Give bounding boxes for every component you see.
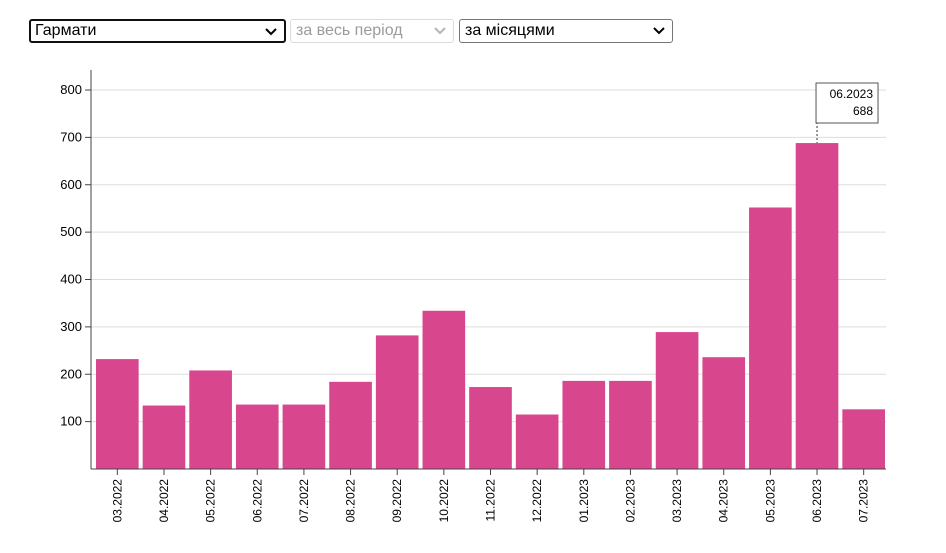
grouping-select[interactable]: за місяцями (459, 19, 673, 43)
y-tick-label: 700 (60, 129, 82, 144)
bar (515, 414, 559, 469)
x-tick-label: 11.2022 (484, 479, 498, 522)
chevron-down-icon (434, 27, 446, 35)
x-tick-label: 08.2022 (344, 479, 358, 523)
x-tick-label: 05.2023 (763, 479, 777, 523)
bar (189, 370, 232, 469)
y-tick-label: 500 (60, 224, 82, 239)
bar (469, 387, 512, 469)
bar (842, 409, 885, 469)
chevron-down-icon (265, 28, 277, 36)
tooltip-box (815, 82, 879, 124)
y-tick-label: 300 (60, 319, 82, 334)
chevron-down-icon (653, 27, 665, 35)
tooltip-label: 06.2023 (830, 87, 874, 101)
tooltip-value: 688 (853, 104, 873, 118)
x-tick-label: 10.2022 (437, 479, 451, 523)
bar (235, 404, 279, 469)
x-axis: 03.2022 04.2022 05.2022 06.2022 07.2022 08.20… (91, 468, 886, 523)
bar (795, 143, 839, 469)
bars (96, 143, 885, 470)
grouping-select-value: за місяцями (465, 22, 555, 39)
bar (329, 381, 372, 469)
category-select[interactable]: Гармати (29, 19, 286, 43)
x-tick-label: 03.2023 (670, 479, 684, 523)
bar (422, 310, 466, 469)
bar (96, 359, 139, 469)
x-tick-label: 09.2022 (390, 479, 404, 523)
x-tick-label: 06.2022 (250, 479, 264, 523)
y-tick-label: 600 (60, 177, 82, 192)
bar (562, 380, 606, 469)
y-tick-label: 100 (60, 414, 82, 429)
category-select-value: Гармати (35, 22, 97, 39)
period-select: за весь період (290, 19, 454, 43)
bar (702, 357, 746, 469)
y-tick-label: 400 (60, 272, 82, 287)
y-axis: 100 200 300 400 500 600 700 800 (60, 70, 92, 469)
x-tick-label: 06.2023 (810, 479, 824, 523)
x-tick-label: 04.2022 (157, 479, 171, 523)
y-tick-label: 200 (60, 366, 82, 381)
bar (655, 332, 699, 469)
x-tick-label: 04.2023 (717, 479, 731, 523)
x-tick-label: 05.2022 (204, 479, 218, 523)
bar (142, 405, 186, 469)
x-tick-label: 07.2023 (857, 479, 871, 523)
x-tick-label: 12.2022 (530, 479, 544, 523)
y-tick-label: 800 (60, 82, 82, 97)
period-select-value: за весь період (296, 22, 403, 39)
bar (282, 404, 326, 469)
bar (375, 335, 419, 469)
bar (609, 380, 652, 469)
tooltip: 06.2023 688 (815, 82, 879, 144)
x-tick-label: 07.2022 (297, 479, 311, 523)
x-tick-label: 02.2023 (623, 479, 637, 523)
x-tick-label: 03.2022 (110, 479, 124, 523)
x-tick-label: 01.2023 (577, 479, 591, 523)
bar (749, 207, 792, 470)
